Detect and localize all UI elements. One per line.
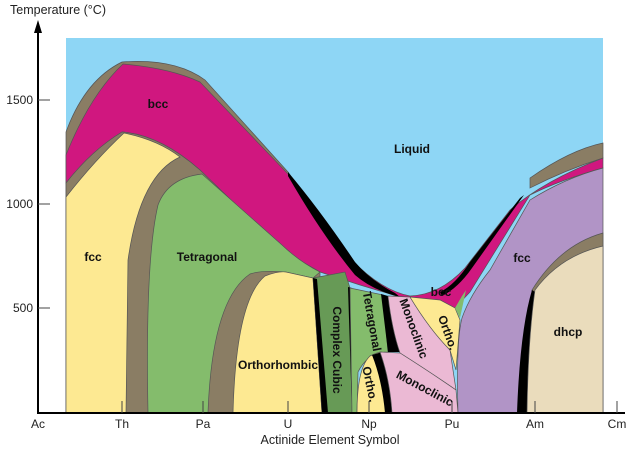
fcc-left-region <box>65 132 181 414</box>
black-stripe-ortho-np <box>372 352 392 413</box>
x-tick-label: Pa <box>196 417 211 431</box>
x-axis-label: Actinide Element Symbol <box>261 433 400 447</box>
label-complex-cubic: Complex Cubic <box>330 306 344 394</box>
x-tick-label: Cm <box>608 417 627 431</box>
label-tetragonal-pa: Tetragonal <box>177 250 237 264</box>
ortho-pu-region <box>409 296 461 371</box>
monoclinic-lower-region <box>379 351 459 414</box>
label-bcc-left: bcc <box>148 97 169 111</box>
label-dhcp: dhcp <box>554 325 583 339</box>
label-liquid: Liquid <box>394 142 430 156</box>
x-tick-label: Np <box>361 417 377 431</box>
x-tick-label: Ac <box>31 417 45 431</box>
black-sliver-pu-am <box>440 195 524 296</box>
y-tick-label: 500 <box>13 301 33 315</box>
black-stripe-u <box>313 278 328 413</box>
y-axis-label: Temperature (°C) <box>10 3 106 17</box>
label-bcc-pu: bcc <box>431 285 452 299</box>
label-orthorhombic: Orthorhombic <box>238 358 318 372</box>
label-fcc-left: fcc <box>84 250 102 264</box>
y-axis-arrow-icon <box>34 20 42 33</box>
x-tick-label: Pu <box>445 417 460 431</box>
x-tick-label: U <box>284 417 293 431</box>
x-tick-label: Am <box>526 417 544 431</box>
x-tick-label: Th <box>115 417 129 431</box>
y-tick-marks <box>38 99 50 309</box>
orthorhombic-u-region <box>232 271 323 414</box>
black-stripe-am <box>517 290 535 413</box>
dhcp-region <box>526 245 604 414</box>
label-fcc-right: fcc <box>513 251 531 265</box>
tetragonal-pu-sliver <box>455 290 466 318</box>
x-tick-marks <box>121 401 618 413</box>
y-tick-label: 1000 <box>6 197 33 211</box>
y-tick-label: 1500 <box>6 93 33 107</box>
two-phase-band-top-right <box>529 142 604 189</box>
